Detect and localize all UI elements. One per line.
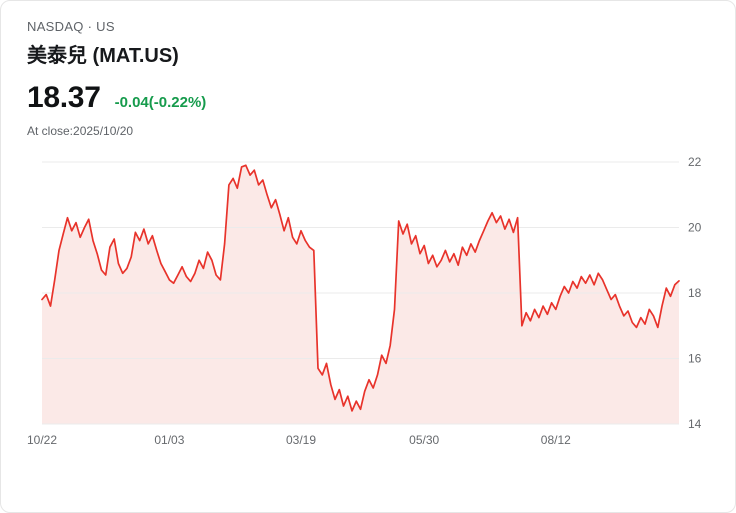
svg-text:01/03: 01/03 <box>154 433 184 447</box>
price-chart: 22 20 18 16 14 10/22 01/03 03/19 05/30 08/12 <box>24 150 712 450</box>
price-chart-svg: 22 20 18 16 14 10/22 01/03 03/19 05/30 08/12 <box>27 155 702 447</box>
svg-text:16: 16 <box>688 352 702 366</box>
as-of-label: At close:2025/10/20 <box>27 124 134 138</box>
svg-text:08/12: 08/12 <box>541 433 571 447</box>
svg-text:10/22: 10/22 <box>27 433 57 447</box>
price-row: 18.37 -0.04(-0.22%) <box>27 81 709 115</box>
svg-text:20: 20 <box>688 221 702 235</box>
svg-text:14: 14 <box>688 417 702 431</box>
price-change: -0.04(-0.22%) <box>114 94 207 111</box>
stock-title: 美泰兒 (MAT.US) <box>27 45 179 67</box>
current-price: 18.37 <box>27 81 101 114</box>
svg-text:05/30: 05/30 <box>409 433 439 447</box>
quote-header: NASDAQ · US 美泰兒 (MAT.US) 18.37 -0.04(-0.… <box>1 1 735 138</box>
svg-text:03/19: 03/19 <box>286 433 316 447</box>
svg-text:18: 18 <box>688 286 702 300</box>
svg-text:22: 22 <box>688 155 702 169</box>
exchange-label: NASDAQ · US <box>27 19 115 34</box>
